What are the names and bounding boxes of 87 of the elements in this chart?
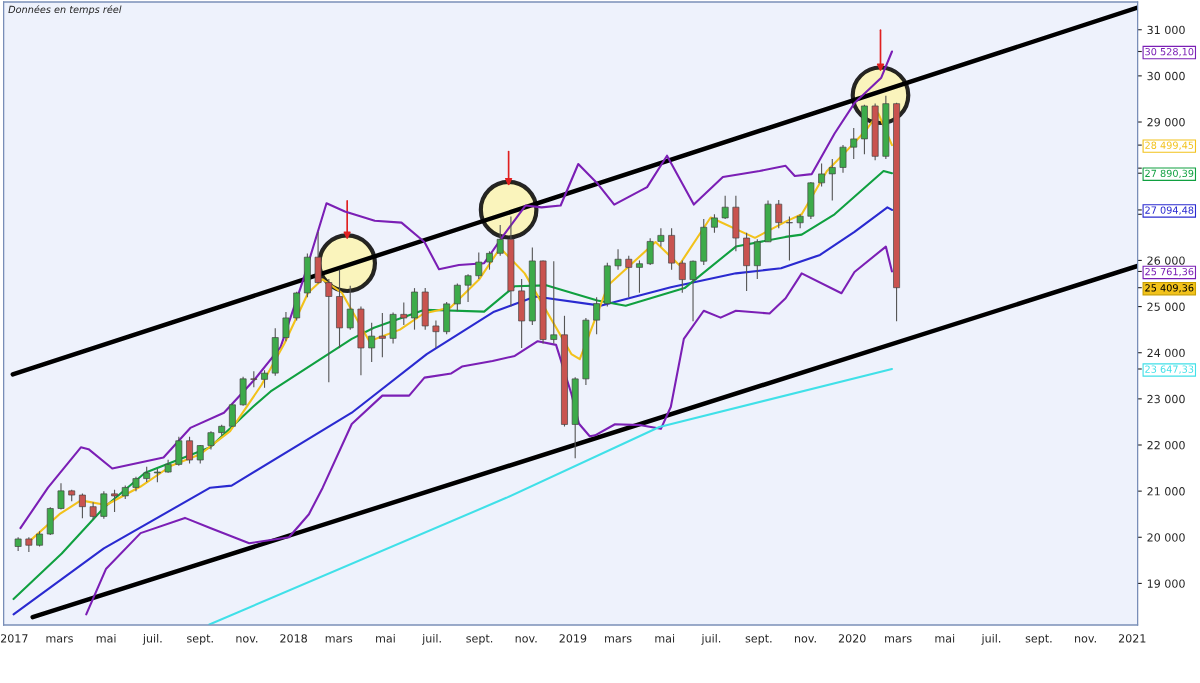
y-tick-label: 20 000 — [1147, 533, 1185, 542]
candlestick — [850, 127, 858, 160]
y2-tick-label: 30 528,10 — [1145, 47, 1194, 57]
candlestick — [657, 227, 665, 248]
candlestick — [486, 250, 493, 271]
x-tick-label: juil. — [142, 633, 162, 645]
x-tick-label: juil. — [421, 633, 441, 645]
candlestick — [711, 213, 718, 234]
y-tick-label: 23 000 — [1147, 394, 1185, 404]
candlestick — [325, 278, 333, 383]
x-tick-label: 2021 — [1118, 634, 1146, 643]
x-tick-label: nov. — [1075, 636, 1096, 643]
candlestick — [207, 430, 215, 451]
candlestick — [432, 319, 440, 349]
x-tick-label: sept. — [187, 634, 213, 645]
candlestick — [368, 322, 376, 363]
line-series — [85, 245, 894, 616]
candlestick — [753, 238, 761, 280]
x-tick-label: mai — [655, 633, 675, 643]
candlestick — [818, 162, 825, 188]
x-tick-label: nov. — [794, 636, 816, 643]
x-tick-label: mai — [376, 633, 395, 643]
x-tick-label: sept. — [1025, 634, 1052, 645]
y-tick-label: 19 000 — [1147, 579, 1185, 588]
candlestick — [400, 301, 408, 326]
x-tick-label: mars — [605, 636, 632, 643]
y-tick-label: 29 000 — [1147, 117, 1185, 127]
y-tick-label: 30 000 — [1147, 71, 1185, 81]
candlestick — [625, 255, 633, 298]
y-tick-label: 26 000 — [1147, 256, 1185, 265]
line-series — [19, 50, 894, 530]
candlestick — [475, 252, 483, 280]
x-tick-label: 2017 — [0, 634, 28, 643]
y2-tick-label: 25 761,36 — [1145, 267, 1194, 277]
candlestick — [346, 285, 354, 331]
candlestick — [496, 224, 504, 257]
candlestick — [453, 282, 461, 312]
candlestick — [100, 490, 108, 520]
x-tick-label: 2018 — [280, 634, 307, 643]
candlestick — [389, 312, 397, 345]
x-tick-label: nov. — [515, 636, 537, 643]
candlestick — [678, 259, 686, 294]
candlestick — [550, 260, 558, 345]
candlestick — [646, 237, 654, 266]
y2-tick-label: 28 499,45 — [1145, 141, 1194, 150]
y-tick-label: 24 000 — [1147, 348, 1185, 358]
y-tick-label: 22 000 — [1147, 440, 1185, 450]
y-tick-label: 21 000 — [1147, 487, 1185, 496]
y-tick-label: 25 000 — [1147, 302, 1185, 311]
candlestick — [689, 259, 697, 322]
candlestick — [282, 311, 290, 342]
x-tick-label: mars — [885, 636, 912, 643]
candlestick — [721, 195, 729, 220]
x-tick-label: sept. — [745, 634, 772, 645]
candlestick — [196, 444, 204, 465]
candlestick — [175, 436, 183, 467]
candlestick — [111, 489, 118, 513]
x-tick-label: 2020 — [838, 634, 866, 643]
x-tick-label: nov. — [236, 636, 258, 643]
y2-tick-label: 23 647,33 — [1145, 365, 1194, 374]
candlestick — [614, 248, 622, 271]
x-tick-label: mai — [96, 633, 116, 643]
y2-tick-label: 25 409,36 — [1145, 284, 1194, 293]
y2-tick-label: 27 094,48 — [1145, 206, 1194, 215]
candlestick — [636, 259, 643, 294]
candlestick — [57, 482, 65, 511]
candlestick — [464, 273, 472, 303]
candlestick — [593, 296, 601, 335]
x-tick-label: mars — [325, 636, 353, 643]
x-tick-label: 2019 — [559, 634, 587, 643]
y2-tick-label: 27 890,39 — [1145, 169, 1194, 179]
candlestick — [79, 492, 86, 519]
y-tick-label: 31 000 — [1147, 25, 1185, 35]
candlestick — [378, 312, 386, 358]
line-series — [208, 367, 894, 625]
candlestick — [786, 216, 793, 261]
candlestick — [228, 402, 236, 428]
candlestick — [775, 199, 783, 229]
x-tick-label: mars — [46, 636, 73, 643]
x-tick-label: juil. — [981, 633, 1001, 645]
x-tick-label: juil. — [701, 633, 721, 645]
x-tick-label: mai — [935, 633, 955, 643]
candlestick — [186, 436, 193, 465]
candlestick — [839, 144, 847, 174]
x-tick-label: sept. — [466, 634, 493, 645]
candlestick — [828, 158, 836, 202]
annotation: Données en temps réel — [8, 5, 122, 15]
